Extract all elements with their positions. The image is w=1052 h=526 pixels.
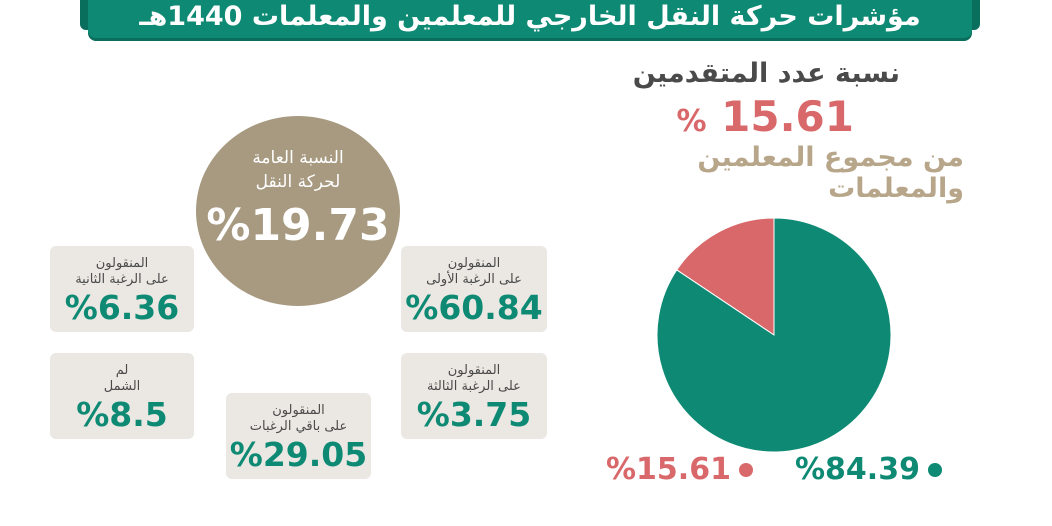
banner-edge-left — [80, 0, 90, 30]
legend-teal-dot — [927, 462, 942, 477]
card-other-label1: المنقولون — [272, 403, 325, 418]
applicants-label: نسبة عدد المتقدمين — [632, 58, 900, 89]
applicants-sublabel: من مجموع المعلمين والمعلمات — [697, 142, 964, 204]
applicants-value-row: 15.61 % — [560, 92, 854, 141]
card-third-label2: على الرغبة الثالثة — [427, 379, 521, 394]
card-second-label1: المنقولون — [95, 256, 149, 271]
legend-coral-value: %15.61 — [606, 452, 731, 487]
card-not-covered-label1: لم — [115, 363, 129, 378]
legend-teal-value: %84.39 — [795, 452, 920, 487]
card-not-covered-value: %8.5 — [76, 395, 168, 434]
pie-slice-teal — [656, 217, 892, 453]
overall-rate-circle: النسبة العامة لحركة النقل %19.73 — [196, 116, 400, 306]
card-third-label1: المنقولون — [447, 363, 501, 378]
overall-label-line1: النسبة العامة — [252, 148, 344, 168]
title-banner: مؤشرات حركة النقل الخارجي للمعلمين والمع… — [88, 0, 972, 38]
card-first-value: %60.84 — [405, 288, 543, 327]
card-third-choice: المنقولون على الرغبة الثالثة %3.75 — [401, 353, 547, 439]
card-other-choices: المنقولون على باقي الرغبات %29.05 — [226, 393, 371, 479]
legend-item-coral: %15.61 — [606, 452, 753, 487]
applicants-value: 15.61 — [721, 92, 854, 141]
legend-coral-dot — [738, 462, 753, 477]
card-other-label2: على باقي الرغبات — [249, 419, 348, 434]
page-title: مؤشرات حركة النقل الخارجي للمعلمين والمع… — [139, 0, 921, 32]
overall-value: %19.73 — [206, 200, 390, 251]
card-first-label1: المنقولون — [447, 256, 501, 271]
card-not-covered-label2: الشمل — [103, 379, 141, 394]
card-first-choice: المنقولون على الرغبة الأولى %60.84 — [401, 246, 547, 332]
legend-item-teal: %84.39 — [795, 452, 942, 487]
applicants-percent-sign: % — [676, 104, 707, 139]
pie-slice-coral — [676, 217, 775, 336]
card-second-label2: على الرغبة الثانية — [75, 272, 169, 287]
card-third-value: %3.75 — [416, 395, 532, 434]
banner-edge-right — [970, 0, 980, 30]
card-not-covered: لم الشمل %8.5 — [50, 353, 194, 439]
pie-chart — [656, 217, 892, 453]
overall-label-line2: لحركة النقل — [255, 172, 341, 192]
card-second-value: %6.36 — [64, 288, 180, 327]
card-other-value: %29.05 — [229, 435, 368, 474]
card-first-label2: على الرغبة الأولى — [426, 272, 522, 287]
card-second-choice: المنقولون على الرغبة الثانية %6.36 — [50, 246, 194, 332]
